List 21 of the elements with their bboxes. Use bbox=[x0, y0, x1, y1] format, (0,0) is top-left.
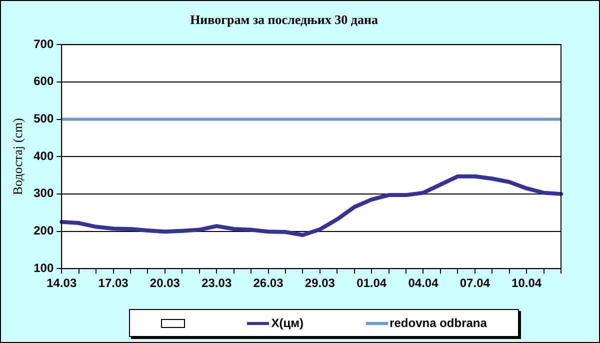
y-tick-label: 200 bbox=[34, 224, 54, 238]
y-tick-label: 300 bbox=[34, 186, 54, 200]
x-tick-label: 07.04 bbox=[460, 276, 490, 290]
legend-label: X(цм) bbox=[271, 316, 304, 330]
y-tick-label: 700 bbox=[34, 36, 54, 51]
legend-label: redovna odbrana bbox=[390, 316, 487, 330]
y-tick-label: 100 bbox=[34, 260, 54, 275]
x-tick-label: 26.03 bbox=[253, 276, 284, 290]
x-tick-label: 01.04 bbox=[356, 276, 387, 290]
y-axis-title: Водостај (cm) bbox=[10, 118, 26, 196]
x-tick-label: 17.03 bbox=[98, 276, 129, 290]
y-tick-label: 600 bbox=[34, 74, 54, 88]
x-tick-label: 23.03 bbox=[202, 276, 232, 290]
chart-title: Нивограм за последњих 30 дана bbox=[190, 12, 378, 28]
x-tick-label: 29.03 bbox=[304, 276, 336, 290]
x-tick-label: 20.03 bbox=[150, 276, 180, 290]
x-tick-label: 10.04 bbox=[512, 276, 542, 290]
x-tick-label: 14.03 bbox=[46, 276, 77, 290]
y-tick-label: 400 bbox=[34, 148, 54, 163]
y-tick-label: 500 bbox=[34, 112, 54, 126]
x-tick-label: 04.04 bbox=[408, 276, 439, 290]
